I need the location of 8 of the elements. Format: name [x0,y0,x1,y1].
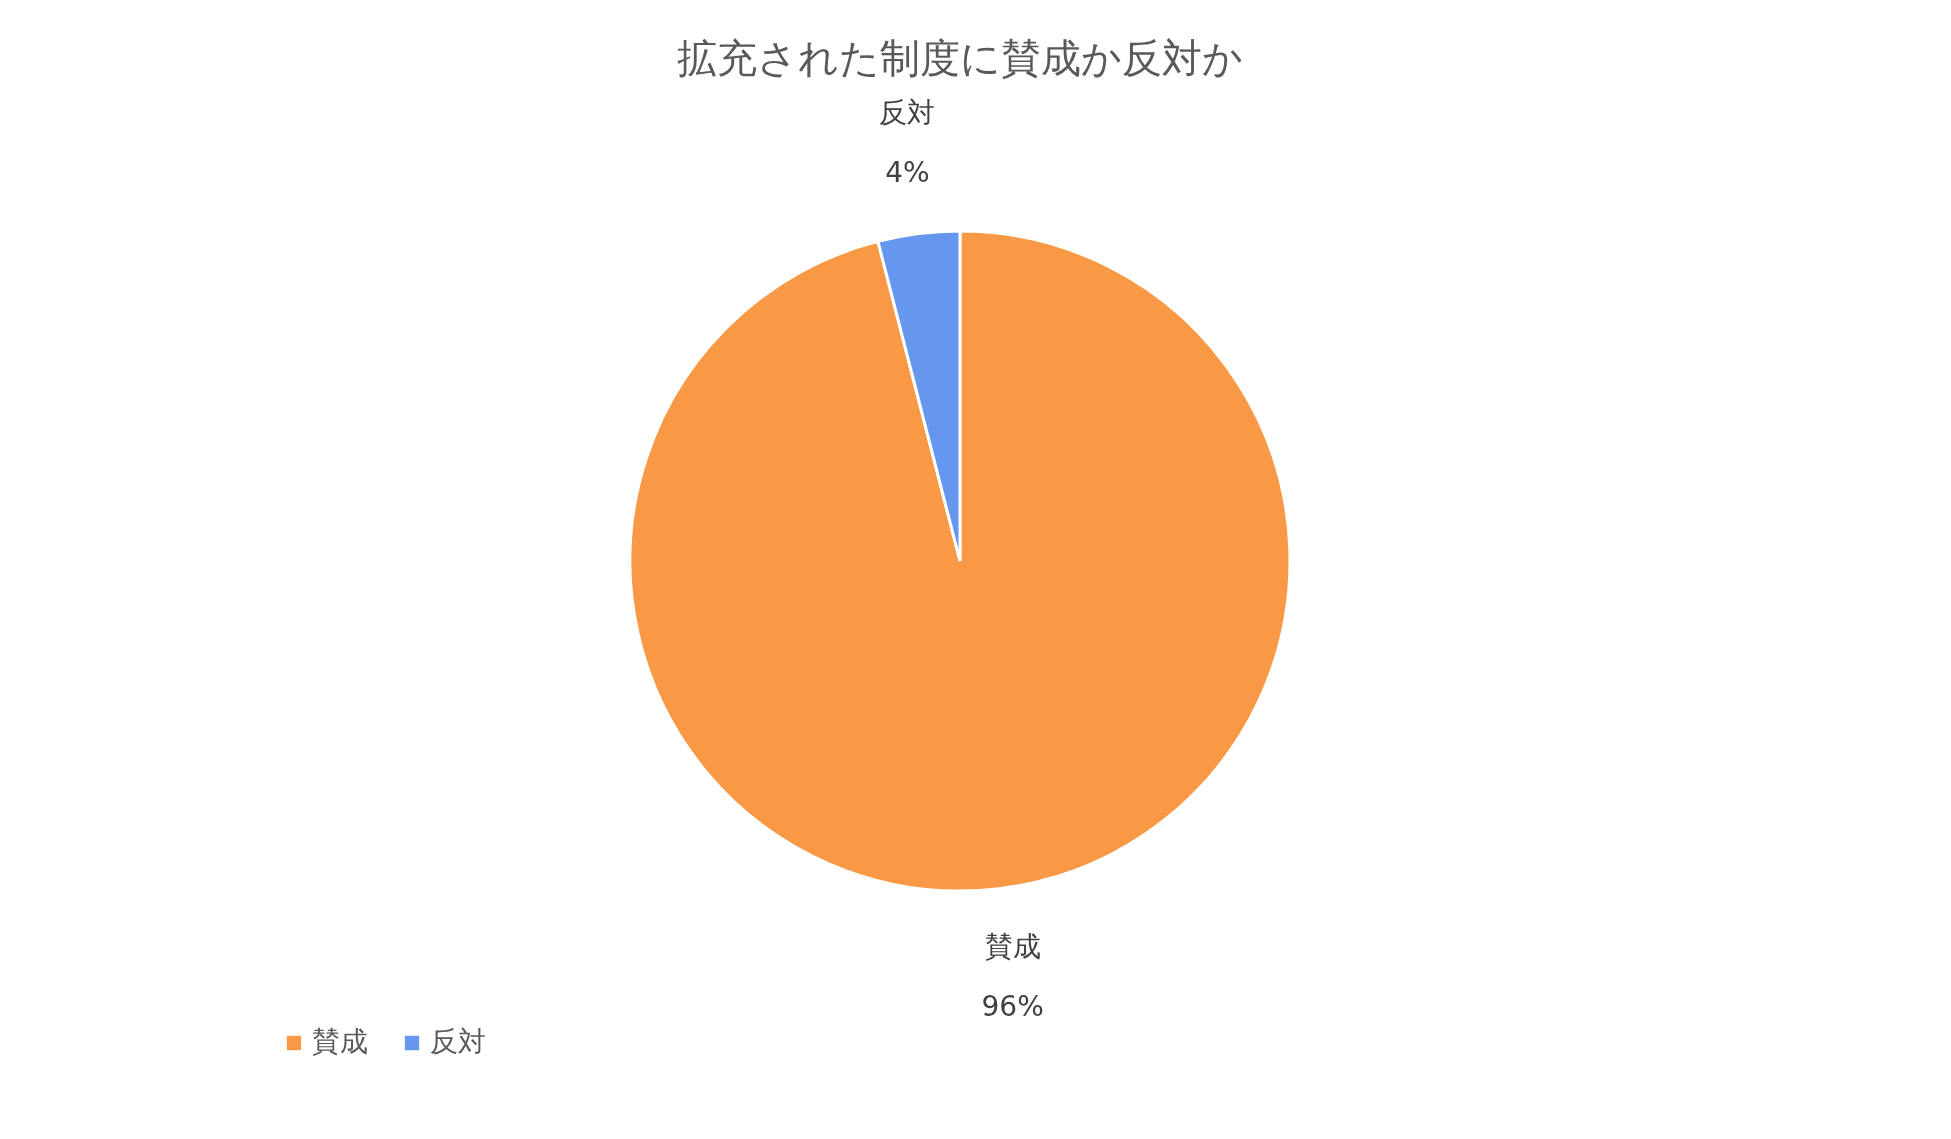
category-label: 反対 [879,96,936,130]
legend-label: 賛成 [312,1025,368,1058]
chart-title: 拡充された制度に賛成か反対か [677,35,1243,82]
data-label: 4% [885,156,930,190]
slice-label: 賛成 [984,929,1041,963]
data-label: 96% [981,989,1044,1023]
legend-label: 反対 [430,1025,486,1058]
pie-slice [628,229,1292,892]
